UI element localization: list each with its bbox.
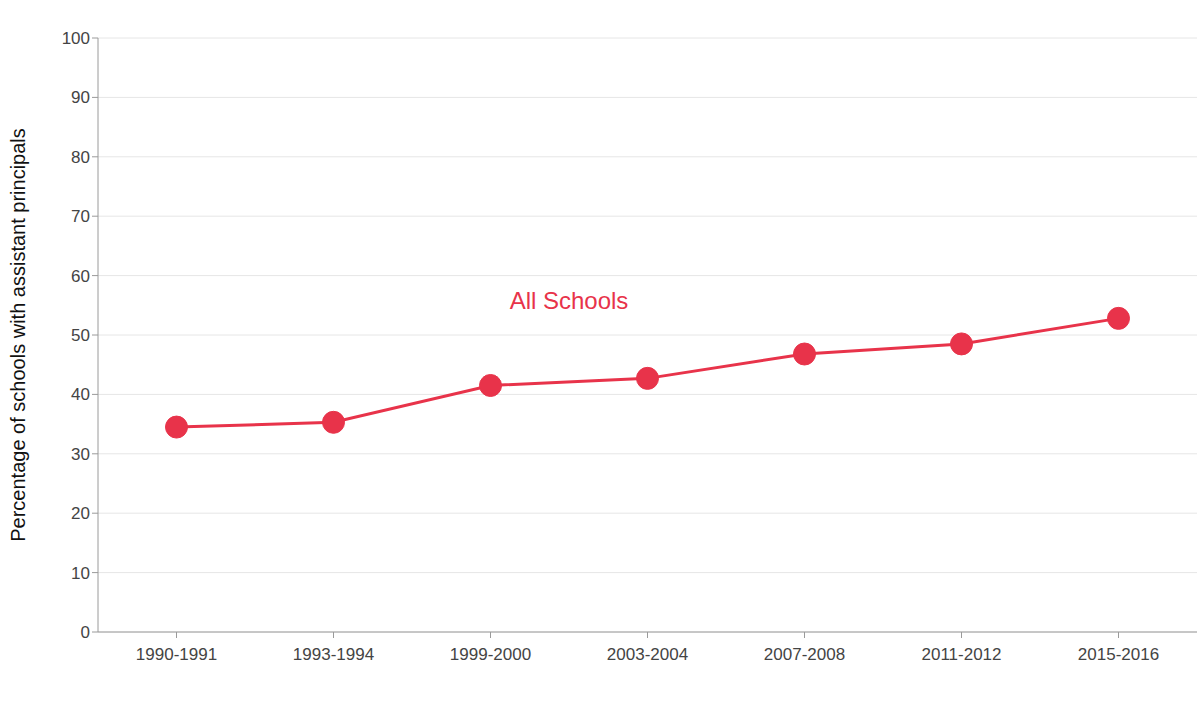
svg-text:20: 20 <box>71 504 90 523</box>
svg-text:1990-1991: 1990-1991 <box>136 645 217 664</box>
svg-text:Percentage of schools with ass: Percentage of schools with assistant pri… <box>8 128 29 542</box>
svg-text:100: 100 <box>62 29 90 48</box>
svg-text:10: 10 <box>71 564 90 583</box>
svg-text:50: 50 <box>71 326 90 345</box>
svg-text:80: 80 <box>71 148 90 167</box>
svg-text:60: 60 <box>71 267 90 286</box>
svg-text:1993-1994: 1993-1994 <box>293 645 374 664</box>
html-text:All Schools: All Schools <box>509 287 629 315</box>
svg-text:2015-2016: 2015-2016 <box>1078 645 1159 664</box>
svg-text:70: 70 <box>71 207 90 226</box>
svg-text:2003-2004: 2003-2004 <box>607 645 688 664</box>
svg-text:40: 40 <box>71 385 90 404</box>
svg-text:1999-2000: 1999-2000 <box>450 645 531 664</box>
svg-text:0: 0 <box>81 623 90 642</box>
svg-text:30: 30 <box>71 445 90 464</box>
svg-text:2007-2008: 2007-2008 <box>764 645 845 664</box>
svg-text:90: 90 <box>71 88 90 107</box>
svg-text:2011-2012: 2011-2012 <box>921 645 1001 664</box>
